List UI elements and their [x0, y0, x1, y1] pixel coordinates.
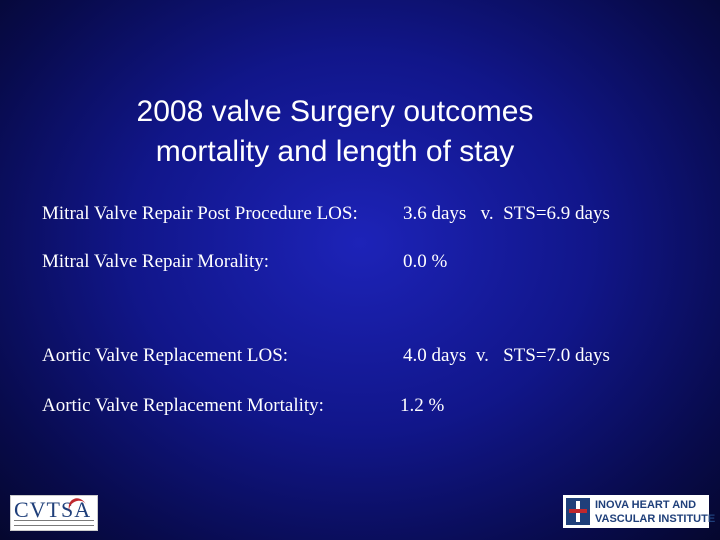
row-value: 1.2 % — [400, 395, 445, 416]
logo-tagline-mark — [14, 520, 94, 526]
inova-cross-icon — [566, 498, 590, 525]
inova-logo: INOVA HEART AND VASCULAR INSTITUTE — [563, 495, 715, 528]
cvtsa-logo: CVTSA — [10, 495, 98, 531]
row-label: Aortic Valve Replacement LOS: — [42, 345, 289, 366]
title-line-1: 2008 valve Surgery outcomes — [136, 95, 534, 128]
row-label: Mitral Valve Repair Post Procedure LOS: — [42, 203, 358, 224]
row-label: Aortic Valve Replacement Mortality: — [42, 395, 324, 416]
inova-logo-line-1: INOVA HEART AND — [595, 499, 697, 511]
title-line-2: mortality and length of stay — [155, 135, 515, 168]
inova-logo-line-2: VASCULAR INSTITUTE — [595, 513, 716, 525]
slide-title: 2008 valve Surgery outcomes mortality an… — [60, 92, 610, 172]
row-label: Mitral Valve Repair Morality: — [42, 251, 270, 272]
row-value: 3.6 days v. STS=6.9 days — [403, 203, 610, 224]
row-value: 0.0 % — [403, 251, 448, 272]
cvtsa-logo-text: CVTSA — [14, 497, 92, 522]
row-value: 4.0 days v. STS=7.0 days — [403, 345, 610, 366]
